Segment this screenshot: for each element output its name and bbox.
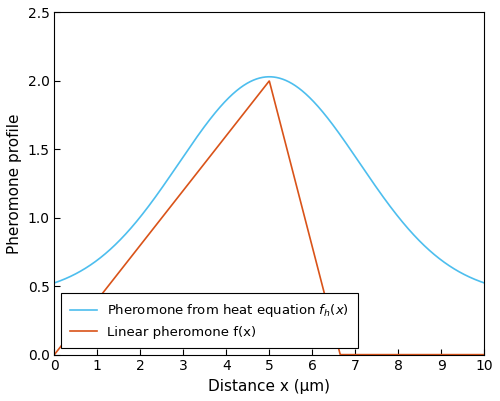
X-axis label: Distance x (μm): Distance x (μm) xyxy=(208,379,330,394)
Y-axis label: Pheromone profile: Pheromone profile xyxy=(7,113,22,254)
Legend: Pheromone from heat equation $f_h(x)$, Linear pheromone f(x): Pheromone from heat equation $f_h(x)$, L… xyxy=(61,293,358,348)
